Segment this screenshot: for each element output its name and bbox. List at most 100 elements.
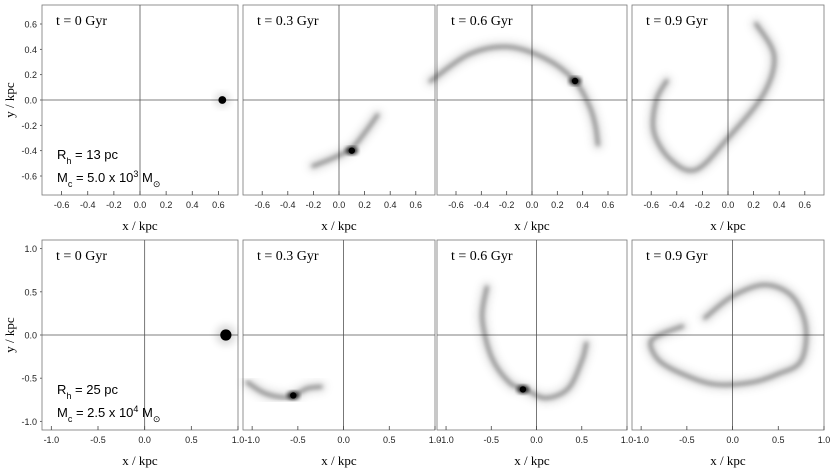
time-label: t = 0.3 Gyr [257, 249, 319, 264]
y-tick-label: 0.4 [24, 45, 37, 55]
cluster-mass-label: Mc = 5.0 x 103 M⊙ [57, 169, 160, 189]
x-tick-label: 0.0 [726, 435, 739, 445]
x-axis-label: x / kpc [321, 218, 357, 233]
x-tick-label: -1.0 [633, 435, 649, 445]
x-tick-label: 0.0 [138, 435, 151, 445]
figure-row-bottom: y / kpc 1.0 0.5 0.0 -0.5 -1.0 t = 0 Gyr -1.0 -0.… [2, 239, 830, 468]
time-label: t = 0.6 Gyr [451, 14, 513, 29]
x-tick-label: -1.0 [44, 435, 60, 445]
star-cluster [218, 96, 227, 104]
stellar-stream [650, 22, 777, 173]
x-tick-label: -0.4 [669, 200, 685, 210]
x-tick-label: 0.4 [186, 200, 199, 210]
x-tick-label: -0.6 [448, 200, 464, 210]
panel-top-4: t = 0.9 Gyr -0.6 -0.4 -0.2 0.0 0.2 0.4 0.6 x / k… [631, 4, 825, 233]
x-tick-label: -0.5 [679, 435, 695, 445]
stellar-stream [428, 44, 600, 147]
cluster-core-center [290, 392, 297, 399]
y-axis-label: y / kpc [2, 317, 17, 353]
y-axis-label: y / kpc [2, 82, 17, 118]
x-tick-label: 0.4 [384, 200, 397, 210]
x-tick-label: -0.2 [306, 200, 322, 210]
x-tick-label: -0.6 [54, 200, 70, 210]
x-axis-label: x / kpc [514, 218, 550, 233]
y-tick-label: -1.0 [21, 417, 37, 427]
x-tick-label: 0.0 [530, 435, 543, 445]
half-mass-radius-label: Rh = 25 pc [57, 382, 119, 401]
panel-bottom-4: t = 0.9 Gyr -1.0 -0.5 0.0 0.5 1.0 x / kpc [631, 239, 830, 468]
x-axis-label: x / kpc [514, 453, 550, 468]
x-tick-label: 0.4 [576, 200, 589, 210]
x-tick-label: -0.4 [280, 200, 296, 210]
time-label: t = 0.6 Gyr [451, 249, 513, 264]
y-tick-label: 0.5 [24, 287, 37, 297]
x-tick-label: -0.6 [643, 200, 659, 210]
x-tick-label: -0.4 [80, 200, 96, 210]
panel-top-3: t = 0.6 Gyr -0.6 -0.4 -0.2 0.0 0.2 0.4 0.6 x / k… [425, 4, 628, 233]
panel-bottom-1: t = 0 Gyr -1.0 -0.5 0.0 0.5 1.0 x / kpc [41, 239, 245, 468]
x-tick-label: -0.2 [695, 200, 711, 210]
panel-bottom-3: t = 0.6 Gyr -1.0 -0.5 0.0 0.5 1.0 x / kpc [436, 239, 634, 468]
x-tick-label: 0.6 [602, 200, 615, 210]
x-tick-label: 1.0 [429, 435, 442, 445]
x-tick-label: -0.6 [254, 200, 270, 210]
x-tick-label: 0.5 [185, 435, 198, 445]
y-tick-label: 0.0 [24, 331, 37, 341]
x-tick-label: 0.6 [212, 200, 225, 210]
x-tick-label: 0.2 [747, 200, 760, 210]
cluster-mass-label: Mc = 2.5 x 104 M⊙ [57, 404, 160, 424]
x-tick-label: -1.0 [244, 435, 260, 445]
x-tick-label: 0.5 [772, 435, 785, 445]
y-tick-label: 0.6 [24, 20, 37, 30]
time-label: t = 0 Gyr [56, 14, 107, 29]
panel-top-2: t = 0.3 Gyr -0.6 -0.4 -0.2 0.0 0.2 0.4 0.6 x / k… [242, 4, 436, 233]
x-tick-label: 0.0 [134, 200, 147, 210]
x-tick-label: -1.0 [438, 435, 454, 445]
x-tick-label: 0.4 [773, 200, 786, 210]
y-tick-label: 0.2 [24, 70, 37, 80]
x-tick-label: -0.5 [484, 435, 500, 445]
x-tick-label: 0.0 [526, 200, 539, 210]
x-tick-label: 0.0 [722, 200, 735, 210]
time-label: t = 0.3 Gyr [257, 14, 319, 29]
x-tick-label: 1.0 [818, 435, 830, 445]
x-tick-label: -0.5 [90, 435, 106, 445]
y-tick-label: -0.5 [21, 374, 37, 384]
x-axis-label: x / kpc [710, 218, 746, 233]
x-tick-label: -0.2 [499, 200, 515, 210]
x-tick-label: -0.4 [474, 200, 490, 210]
y-tick-label: 0.0 [24, 96, 37, 106]
x-tick-label: 1.0 [232, 435, 245, 445]
x-tick-label: -0.5 [290, 435, 306, 445]
x-axis-label: x / kpc [710, 453, 746, 468]
x-tick-label: 1.0 [621, 435, 634, 445]
x-axis-label: x / kpc [321, 453, 357, 468]
x-axis-label: x / kpc [122, 218, 158, 233]
cluster-core-center [519, 386, 527, 393]
y-tick-label: -0.6 [21, 172, 37, 182]
panel-top-1: t = 0 Gyr -0.6 -0.4 -0.2 0.0 0.2 0.4 0.6 x / kpc [41, 4, 239, 233]
stellar-stream [648, 282, 809, 387]
x-axis-label: x / kpc [122, 453, 158, 468]
x-tick-label: 0.2 [160, 200, 173, 210]
time-label: t = 0.9 Gyr [646, 249, 708, 264]
x-tick-label: -0.2 [106, 200, 122, 210]
y-tick-label: -0.2 [21, 121, 37, 131]
x-tick-label: 0.2 [358, 200, 371, 210]
x-tick-label: 0.2 [551, 200, 564, 210]
cluster-core-center [571, 77, 579, 85]
time-label: t = 0 Gyr [56, 249, 107, 264]
cluster-core-center [348, 147, 355, 154]
half-mass-radius-label: Rh = 13 pc [57, 147, 119, 166]
x-tick-label: 0.0 [333, 200, 346, 210]
star-cluster [220, 329, 232, 341]
x-tick-label: 0.0 [337, 435, 350, 445]
x-tick-label: 0.6 [410, 200, 423, 210]
y-tick-label: -0.4 [21, 146, 37, 156]
x-tick-label: 0.6 [799, 200, 812, 210]
x-tick-label: 0.5 [383, 435, 396, 445]
time-label: t = 0.9 Gyr [646, 14, 708, 29]
y-tick-label: 1.0 [24, 244, 37, 254]
